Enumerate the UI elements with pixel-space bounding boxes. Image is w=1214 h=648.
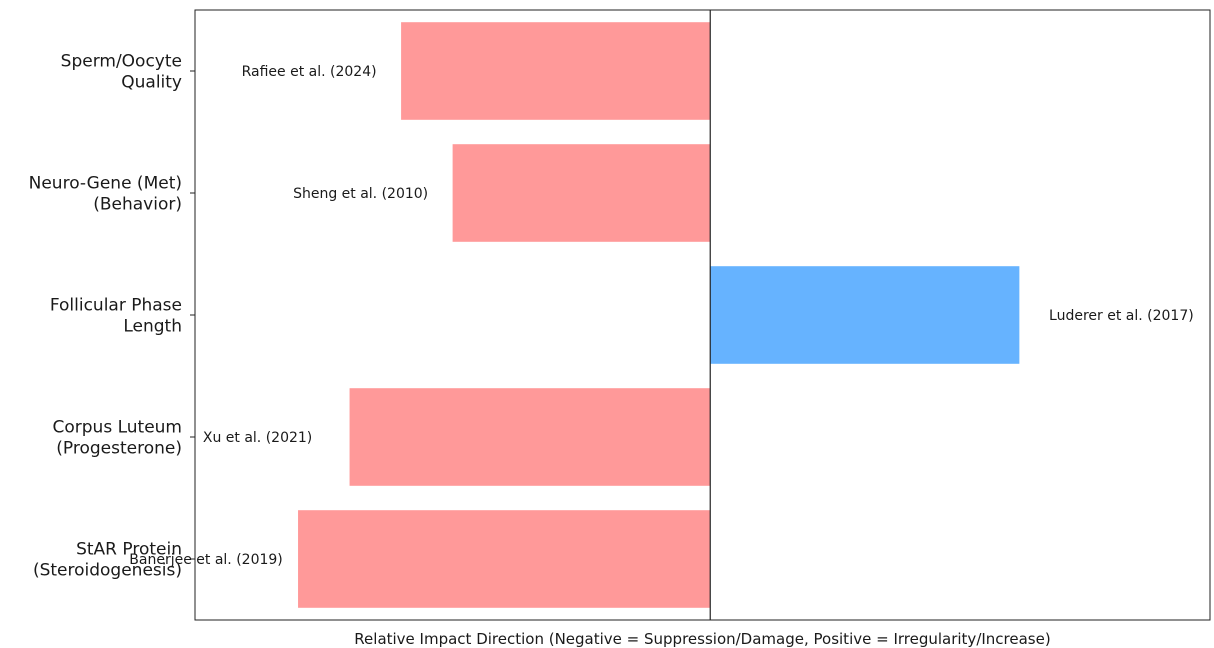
x-axis-label: Relative Impact Direction (Negative = Su…: [354, 630, 1050, 648]
category-label-line: Quality: [121, 73, 182, 93]
bar-label: Banerjee et al. (2019): [129, 552, 282, 568]
category-label-line: (Progesterone): [56, 439, 182, 459]
bar: [298, 510, 711, 608]
category-label-line: (Behavior): [93, 195, 182, 215]
bar: [452, 144, 711, 242]
category-label: Follicular Phase Length: [50, 296, 182, 337]
category-label: Corpus Luteum (Progesterone): [53, 418, 183, 459]
bar-label: Rafiee et al. (2024): [242, 64, 377, 80]
bars-group: [298, 22, 1020, 608]
category-label-line: Sperm/Oocyte: [61, 52, 182, 72]
category-label: Neuro-Gene (Met) (Behavior): [29, 174, 182, 215]
bar: [401, 22, 711, 120]
category-label-line: Length: [123, 317, 182, 337]
bar-label: Luderer et al. (2017): [1049, 308, 1194, 324]
category-label-line: StAR Protein: [76, 540, 182, 560]
bar-labels-group: Rafiee et al. (2024) Sheng et al. (2010) L…: [129, 64, 1193, 568]
category-label: StAR Protein (Steroidogenesis): [33, 540, 182, 581]
bar-label: Sheng et al. (2010): [293, 186, 428, 202]
category-labels-group: Sperm/Oocyte Quality Neuro-Gene (Met) (Beha…: [29, 52, 182, 581]
category-label: Sperm/Oocyte Quality: [61, 52, 182, 93]
category-label-line: Corpus Luteum: [53, 418, 183, 438]
bar-label: Xu et al. (2021): [203, 430, 312, 446]
y-ticks-group: [190, 70, 195, 560]
category-label-line: Follicular Phase: [50, 296, 182, 316]
category-label-line: (Steroidogenesis): [33, 561, 182, 581]
category-label-line: Neuro-Gene (Met): [29, 174, 182, 194]
bar: [710, 266, 1020, 364]
bar: [349, 388, 711, 486]
